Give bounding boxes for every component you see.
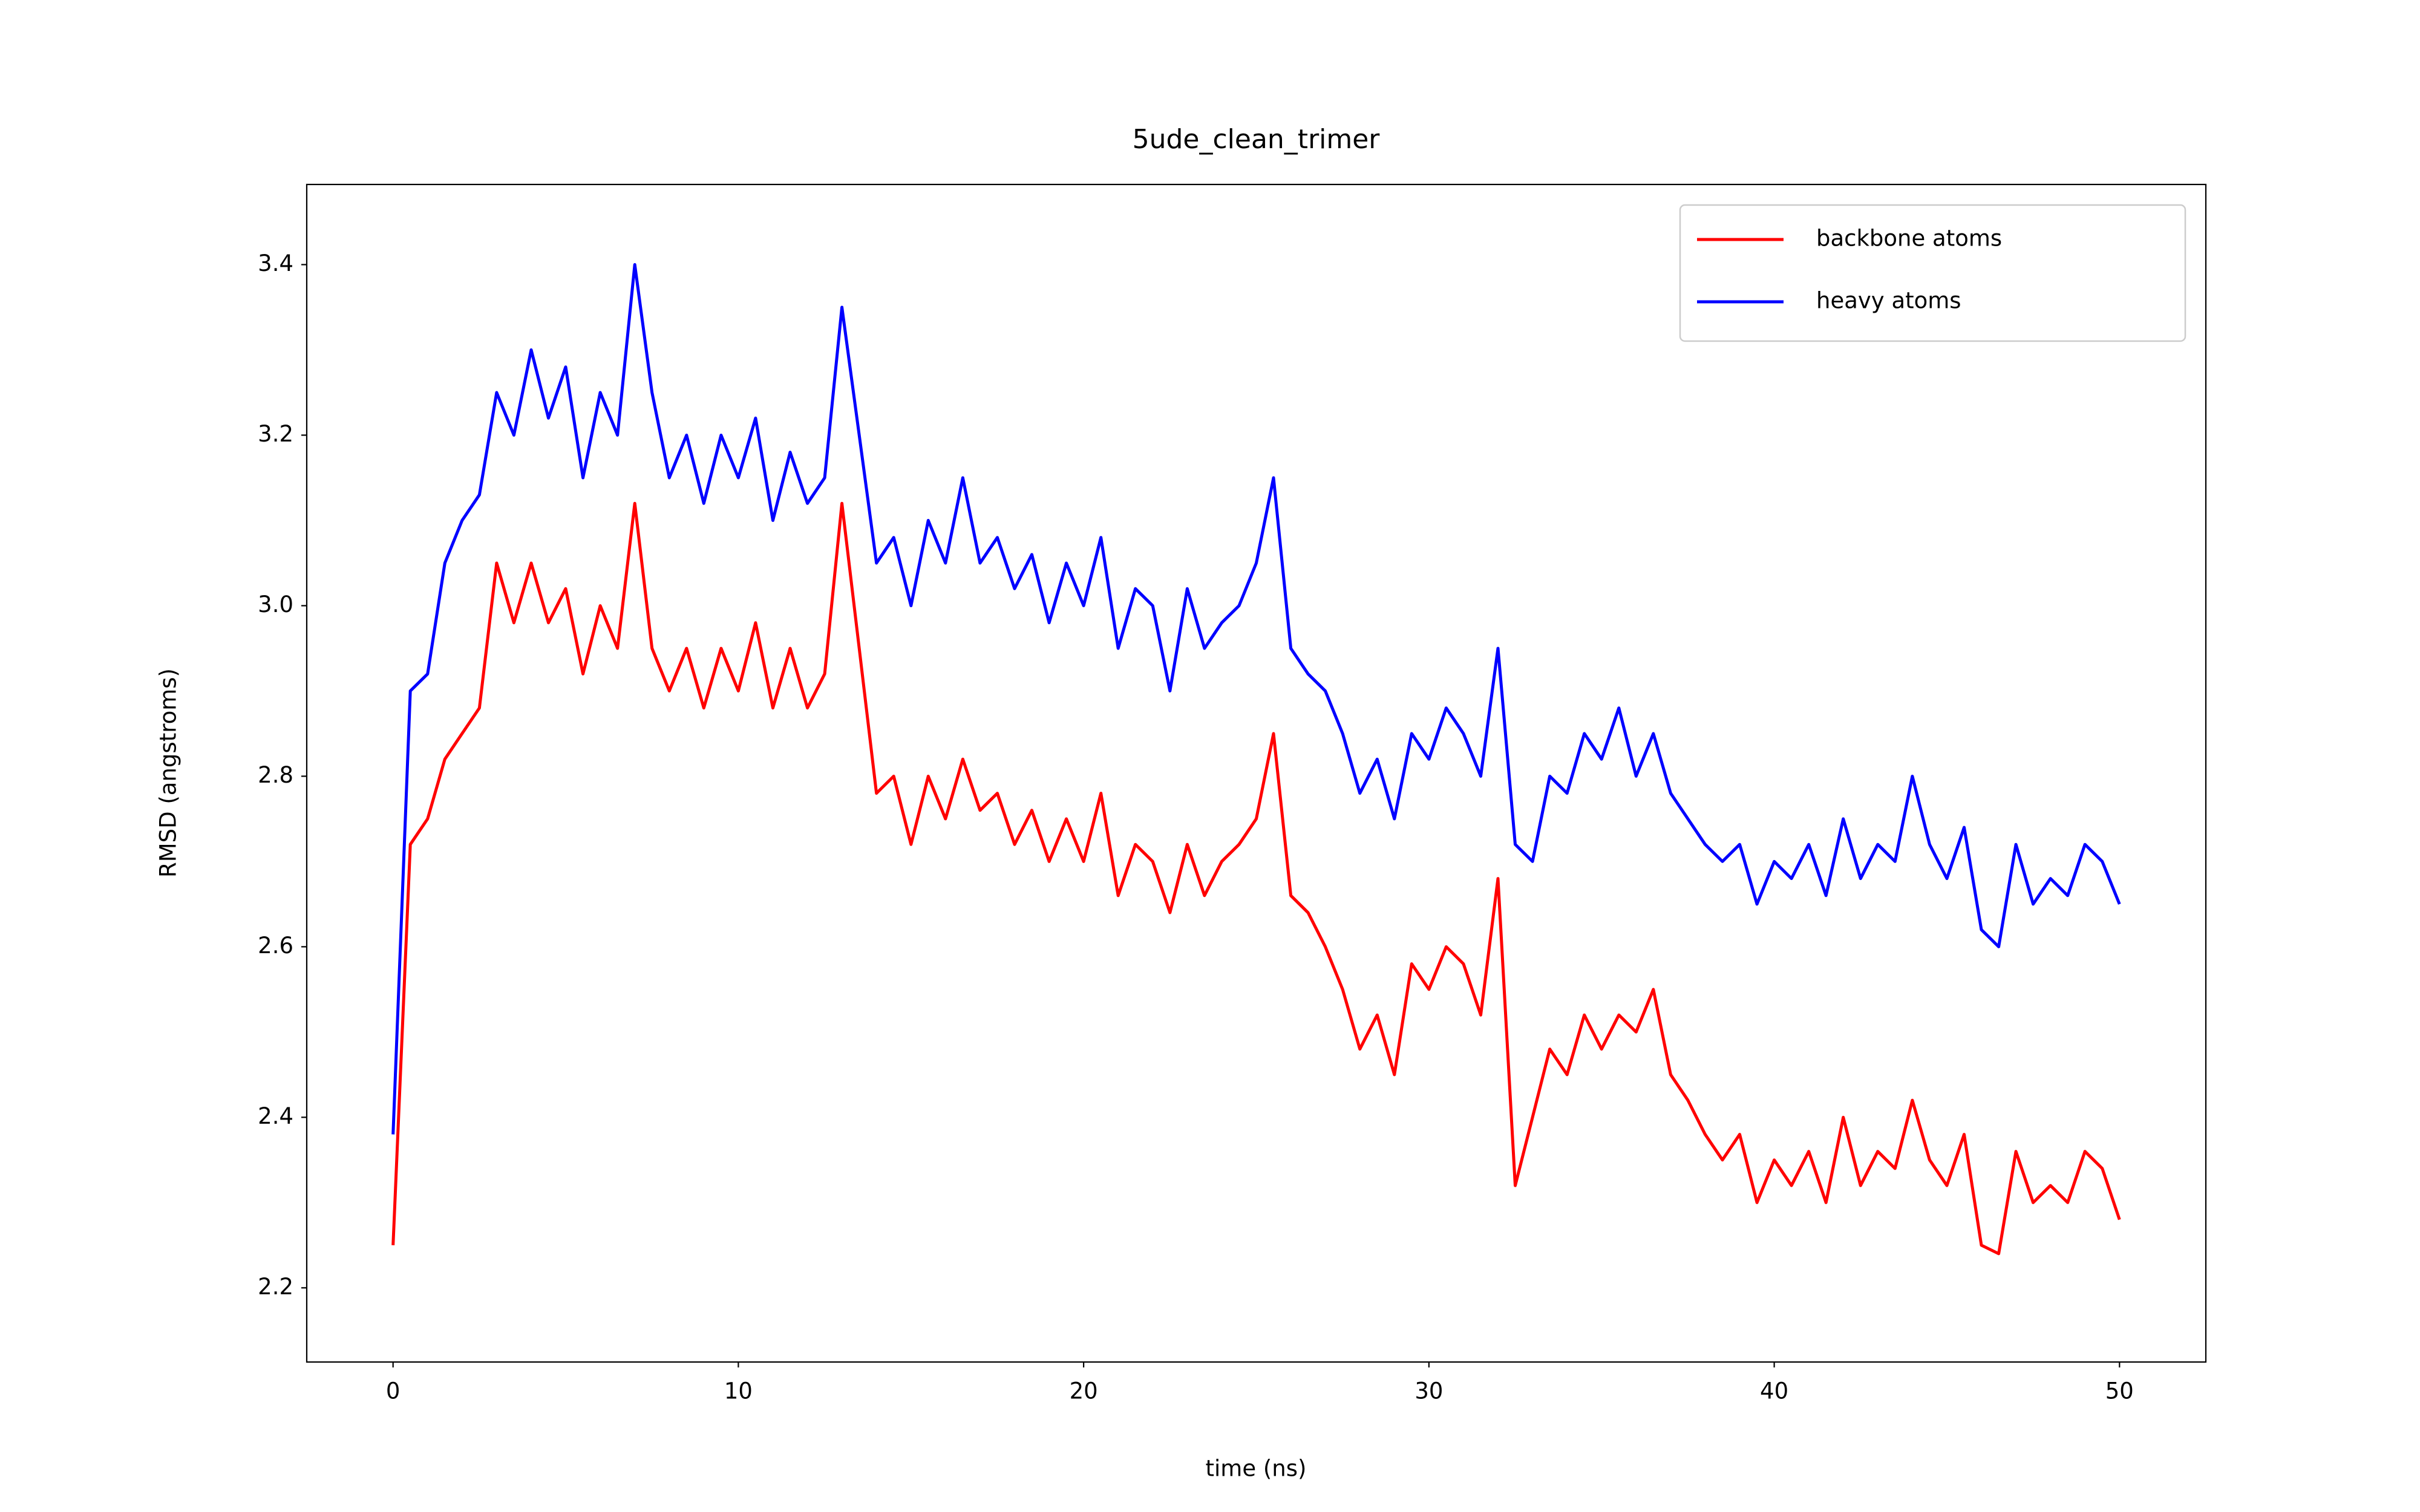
x-axis-label: time (ns) <box>1206 1456 1307 1482</box>
data-line <box>391 263 2121 1135</box>
x-tick-label: 0 <box>386 1378 401 1404</box>
x-tick-label: 50 <box>2105 1378 2134 1404</box>
y-tick-label: 3.2 <box>258 421 293 447</box>
y-axis-label: RMSD (angstroms) <box>155 668 182 878</box>
x-tick-label: 40 <box>1760 1378 1788 1404</box>
x-tick-label: 10 <box>724 1378 753 1404</box>
y-tick-label: 2.6 <box>258 933 293 959</box>
y-tick-label: 2.8 <box>258 762 293 788</box>
data-line <box>391 501 2121 1256</box>
y-tick-label: 2.2 <box>258 1274 293 1300</box>
chart-title: 5ude_clean_trimer <box>1133 124 1381 155</box>
y-tick-label: 3.0 <box>258 591 293 618</box>
legend-label: heavy atoms <box>1816 288 1961 314</box>
x-tick-label: 30 <box>1414 1378 1443 1404</box>
x-tick-label: 20 <box>1070 1378 1098 1404</box>
legend-box <box>1679 204 2186 342</box>
y-tick-label: 3.4 <box>258 250 293 276</box>
plot-frame <box>306 183 2207 1363</box>
legend-label: backbone atoms <box>1816 226 2002 252</box>
y-tick-label: 2.4 <box>258 1103 293 1129</box>
